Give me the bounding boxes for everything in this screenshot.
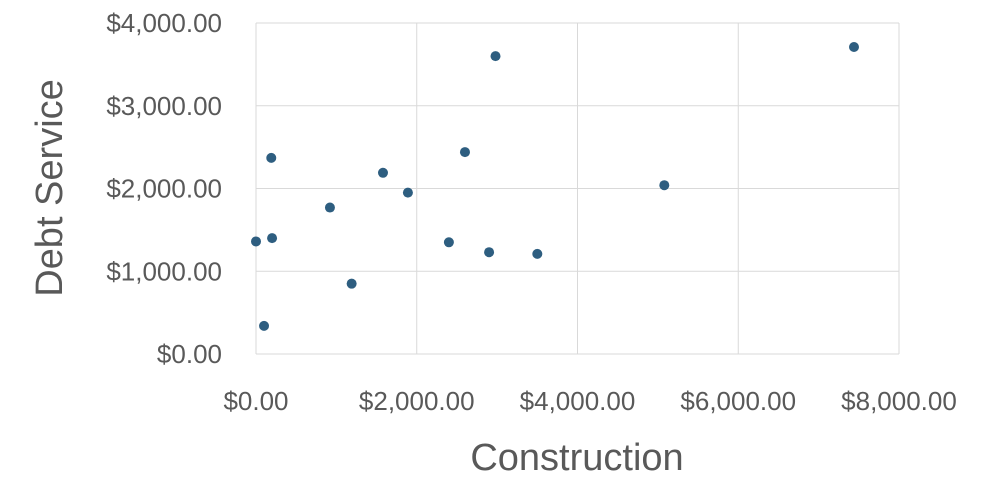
data-point — [659, 180, 670, 191]
y-axis-tick-labels: $0.00 $1,000.00 $2,000.00 $3,000.00 $4,000.0… — [106, 8, 222, 369]
y-axis-title: Debt Service — [29, 79, 71, 297]
x-tick-label: $6,000.00 — [680, 386, 796, 416]
data-point — [459, 147, 470, 158]
y-tick-label: $0.00 — [157, 339, 222, 369]
data-point — [266, 152, 277, 163]
y-tick-label: $3,000.00 — [106, 91, 222, 121]
data-point — [377, 167, 388, 178]
data-points — [251, 41, 859, 331]
y-tick-label: $4,000.00 — [106, 8, 222, 38]
y-tick-label: $2,000.00 — [106, 174, 222, 204]
data-point — [259, 320, 270, 331]
x-tick-label: $0.00 — [223, 386, 288, 416]
x-tick-label: $2,000.00 — [359, 386, 475, 416]
gridlines — [255, 22, 900, 355]
data-point — [267, 233, 278, 244]
y-tick-label: $1,000.00 — [106, 256, 222, 286]
x-axis-title: Construction — [470, 437, 683, 479]
data-point — [402, 187, 413, 198]
x-tick-label: $4,000.00 — [520, 386, 636, 416]
x-axis-tick-labels: $0.00 $2,000.00 $4,000.00 $6,000.00 $8,000.0… — [223, 386, 956, 416]
data-point — [484, 247, 495, 258]
data-point — [848, 41, 859, 52]
data-point — [490, 51, 501, 62]
x-tick-label: $8,000.00 — [841, 386, 957, 416]
data-point — [251, 236, 261, 247]
data-point — [324, 202, 335, 213]
data-point — [532, 248, 543, 259]
data-point — [443, 237, 454, 248]
data-point — [346, 278, 357, 289]
